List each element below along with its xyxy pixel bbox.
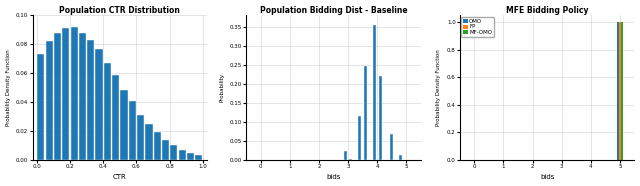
Bar bbox=[162, 140, 169, 160]
Bar bbox=[187, 153, 194, 160]
Y-axis label: Probability Density Function: Probability Density Function bbox=[436, 49, 442, 126]
Bar bbox=[45, 41, 52, 160]
Bar bbox=[70, 27, 77, 160]
Bar bbox=[37, 54, 44, 160]
Bar bbox=[104, 63, 111, 160]
Bar bbox=[137, 115, 144, 160]
X-axis label: bids: bids bbox=[326, 174, 340, 180]
Bar bbox=[358, 116, 361, 160]
Title: MFE Bidding Policy: MFE Bidding Policy bbox=[506, 6, 588, 15]
X-axis label: bids: bids bbox=[540, 174, 554, 180]
Bar bbox=[54, 33, 61, 160]
Y-axis label: Probability Density Function: Probability Density Function bbox=[6, 49, 10, 126]
Bar bbox=[390, 134, 393, 160]
Bar bbox=[195, 155, 202, 160]
Bar bbox=[170, 145, 177, 160]
Bar bbox=[145, 124, 152, 160]
Bar bbox=[154, 132, 161, 160]
Bar bbox=[364, 66, 367, 160]
Bar bbox=[621, 22, 623, 160]
Bar bbox=[349, 159, 353, 160]
Y-axis label: Probability: Probability bbox=[219, 73, 224, 102]
Bar bbox=[616, 22, 619, 160]
Bar bbox=[79, 33, 86, 160]
Bar bbox=[372, 25, 376, 160]
Bar bbox=[112, 75, 119, 160]
Title: Population Bidding Dist - Baseline: Population Bidding Dist - Baseline bbox=[260, 6, 407, 15]
Legend: OMO, FP, MF-OMO: OMO, FP, MF-OMO bbox=[461, 17, 494, 37]
Bar bbox=[399, 155, 402, 160]
Title: Population CTR Distribution: Population CTR Distribution bbox=[60, 6, 180, 15]
Bar bbox=[379, 76, 381, 160]
Bar bbox=[62, 28, 69, 160]
Bar bbox=[120, 90, 127, 160]
Bar bbox=[95, 49, 102, 160]
Bar bbox=[344, 151, 347, 160]
X-axis label: CTR: CTR bbox=[113, 174, 127, 180]
Bar bbox=[619, 22, 621, 160]
Bar bbox=[129, 100, 136, 160]
Bar bbox=[87, 40, 94, 160]
Bar bbox=[179, 150, 186, 160]
